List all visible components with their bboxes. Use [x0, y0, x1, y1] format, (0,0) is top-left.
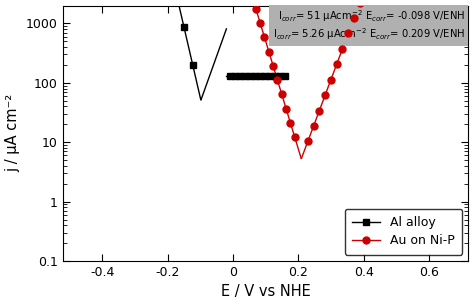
Y-axis label: j / μA cm⁻²: j / μA cm⁻²: [6, 94, 20, 172]
X-axis label: E / V vs NHE: E / V vs NHE: [221, 285, 310, 300]
Text: I$_{corr}$= 51 μAcm$^{-2}$ E$_{corr}$= -0.098 V/ENH
I$_{corr}$= 5.26 μAcm$^{-2}$: I$_{corr}$= 51 μAcm$^{-2}$ E$_{corr}$= -…: [273, 8, 465, 42]
Legend: Al alloy, Au on Ni-P: Al alloy, Au on Ni-P: [345, 209, 462, 255]
